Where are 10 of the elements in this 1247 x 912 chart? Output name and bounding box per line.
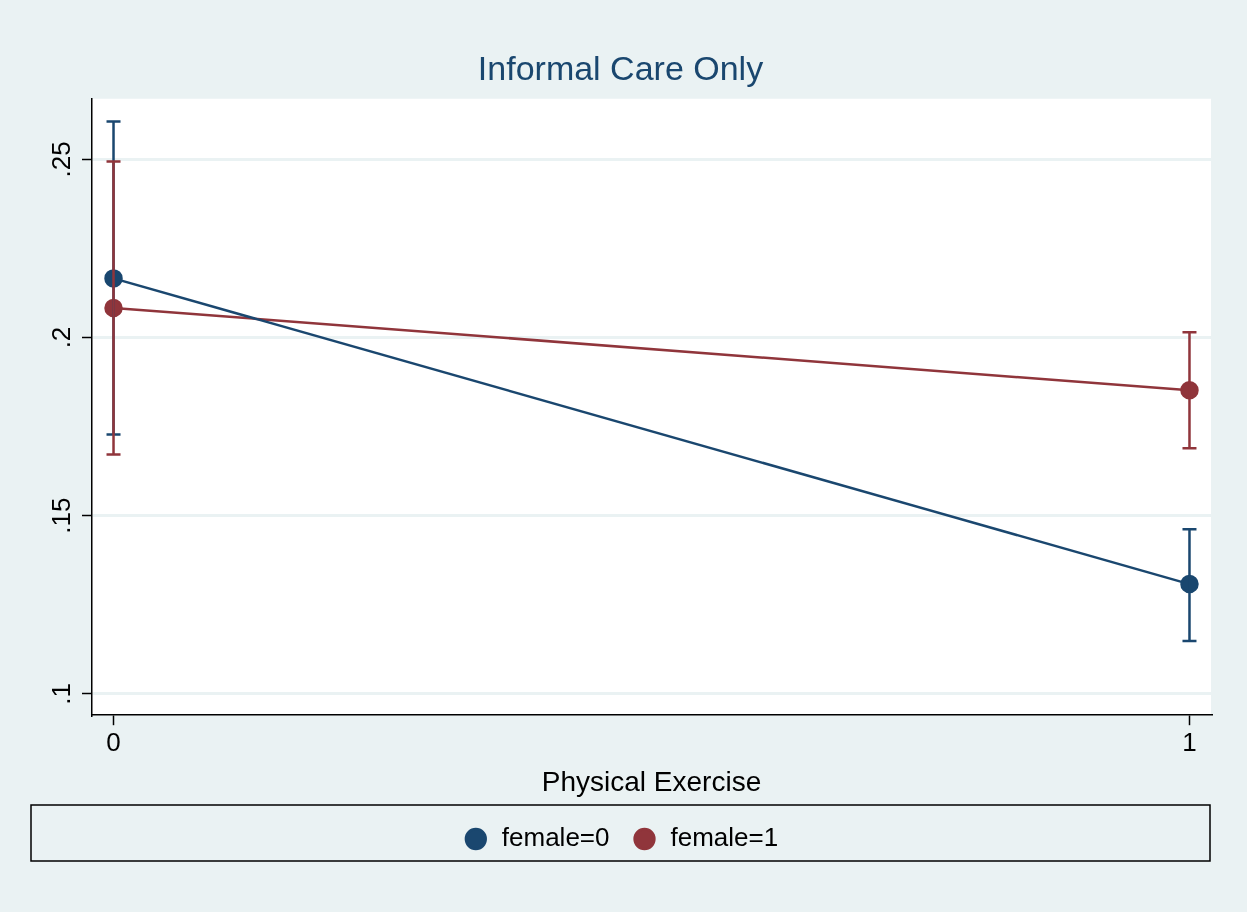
- legend-label: female=0: [501, 822, 610, 853]
- x-axis-title: Physical Exercise: [541, 765, 762, 797]
- legend-label: female=1: [670, 822, 779, 853]
- y-tick-label: .2: [46, 326, 77, 349]
- x-tick-label: 0: [106, 726, 121, 757]
- y-tick-label: .1: [46, 682, 77, 705]
- y-tick-label: .15: [46, 497, 77, 534]
- x-tick-label: 1: [1182, 726, 1197, 757]
- y-tick-label: .25: [46, 141, 77, 178]
- chart-title: Informal Care Only: [477, 48, 764, 87]
